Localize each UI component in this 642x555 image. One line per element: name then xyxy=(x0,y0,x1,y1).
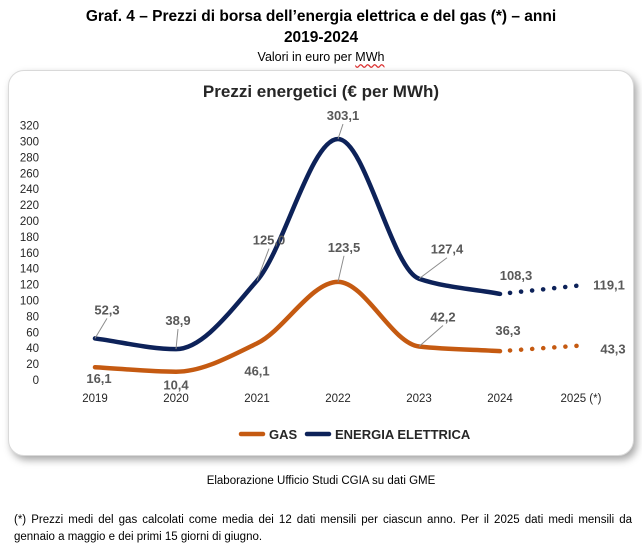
line-chart: Prezzi energetici (€ per MWh) 0 20 40 60 80 1… xyxy=(20,82,626,442)
figure-title-line1: Graf. 4 – Prezzi di borsa dell’energia e… xyxy=(85,8,557,25)
series-line-gas xyxy=(92,279,503,374)
figure-subtitle: Valori in euro per MWh xyxy=(0,50,642,64)
y-tick-label: 300 xyxy=(20,137,39,149)
series-projection-gas xyxy=(507,343,584,353)
y-tick-label: 260 xyxy=(20,168,39,180)
legend-label-gas: GAS xyxy=(269,427,298,442)
data-label-gas: 36,3 xyxy=(495,323,520,338)
data-label-gas: 42,2 xyxy=(430,309,455,324)
y-tick-label: 280 xyxy=(20,152,39,164)
x-tick-label: 2019 xyxy=(82,393,108,405)
y-tick-label: 240 xyxy=(20,184,39,196)
chart-panel: Prezzi energetici (€ per MWh) 0 20 40 60 80 1… xyxy=(8,70,634,456)
data-label-energia: 108,3 xyxy=(500,268,533,283)
data-label-energia: 119,1 xyxy=(593,277,625,292)
data-label-gas: 43,3 xyxy=(600,342,625,357)
data-label-leader xyxy=(94,318,108,339)
y-tick-label: 80 xyxy=(26,311,39,323)
footnote: (*) Prezzi medi del gas calcolati come m… xyxy=(14,514,632,543)
legend-label-energia: ENERGIA ELETTRICA xyxy=(335,427,471,442)
data-label-leader xyxy=(418,257,448,280)
y-tick-label: 0 xyxy=(33,375,39,387)
x-tick-label: 2021 xyxy=(244,393,270,405)
figure-title: Graf. 4 – Prezzi di borsa dell’energia e… xyxy=(0,6,642,48)
data-label-gas: 123,5 xyxy=(328,240,361,255)
y-tick-label: 200 xyxy=(20,216,39,228)
data-label-energia: 38,9 xyxy=(165,313,190,328)
y-tick-label: 160 xyxy=(20,248,39,260)
x-tick-label: 2025 (*) xyxy=(561,393,602,405)
series-projection-energia xyxy=(507,283,584,296)
y-tick-label: 140 xyxy=(20,264,39,276)
x-tick-label: 2020 xyxy=(163,393,189,405)
y-tick-label: 40 xyxy=(26,343,39,355)
figure-title-line2: 2019-2024 xyxy=(283,29,359,46)
data-label-leader xyxy=(256,248,270,281)
y-tick-label: 100 xyxy=(20,296,39,308)
y-tick-label: 120 xyxy=(20,280,39,292)
data-label-leader xyxy=(337,123,344,140)
y-tick-label: 180 xyxy=(20,232,39,244)
subtitle-text: Valori in euro per xyxy=(257,50,356,64)
data-label-gas: 10,4 xyxy=(163,378,189,393)
data-label-leader xyxy=(418,325,444,347)
y-tick-label: 20 xyxy=(26,359,39,371)
data-label-gas: 46,1 xyxy=(244,363,269,378)
x-tick-label: 2022 xyxy=(325,393,351,405)
data-label-gas: 16,1 xyxy=(86,371,111,386)
data-label-leader xyxy=(337,255,345,282)
y-tick-label: 220 xyxy=(20,200,39,212)
data-label-energia: 52,3 xyxy=(94,302,119,317)
source-note: Elaborazione Ufficio Studi CGIA su dati … xyxy=(206,475,436,487)
chart-title: Prezzi energetici (€ per MWh) xyxy=(203,82,439,101)
data-label-leader xyxy=(175,329,179,350)
y-tick-label: 320 xyxy=(20,121,39,133)
y-tick-label: 60 xyxy=(26,327,39,339)
data-label-energia: 127,4 xyxy=(431,242,464,257)
x-tick-label: 2023 xyxy=(406,393,432,405)
data-label-energia: 125,0 xyxy=(253,233,286,248)
subtitle-unit: MWh xyxy=(355,50,385,64)
x-tick-label: 2024 xyxy=(487,393,513,405)
data-label-energia: 303,1 xyxy=(327,108,360,123)
